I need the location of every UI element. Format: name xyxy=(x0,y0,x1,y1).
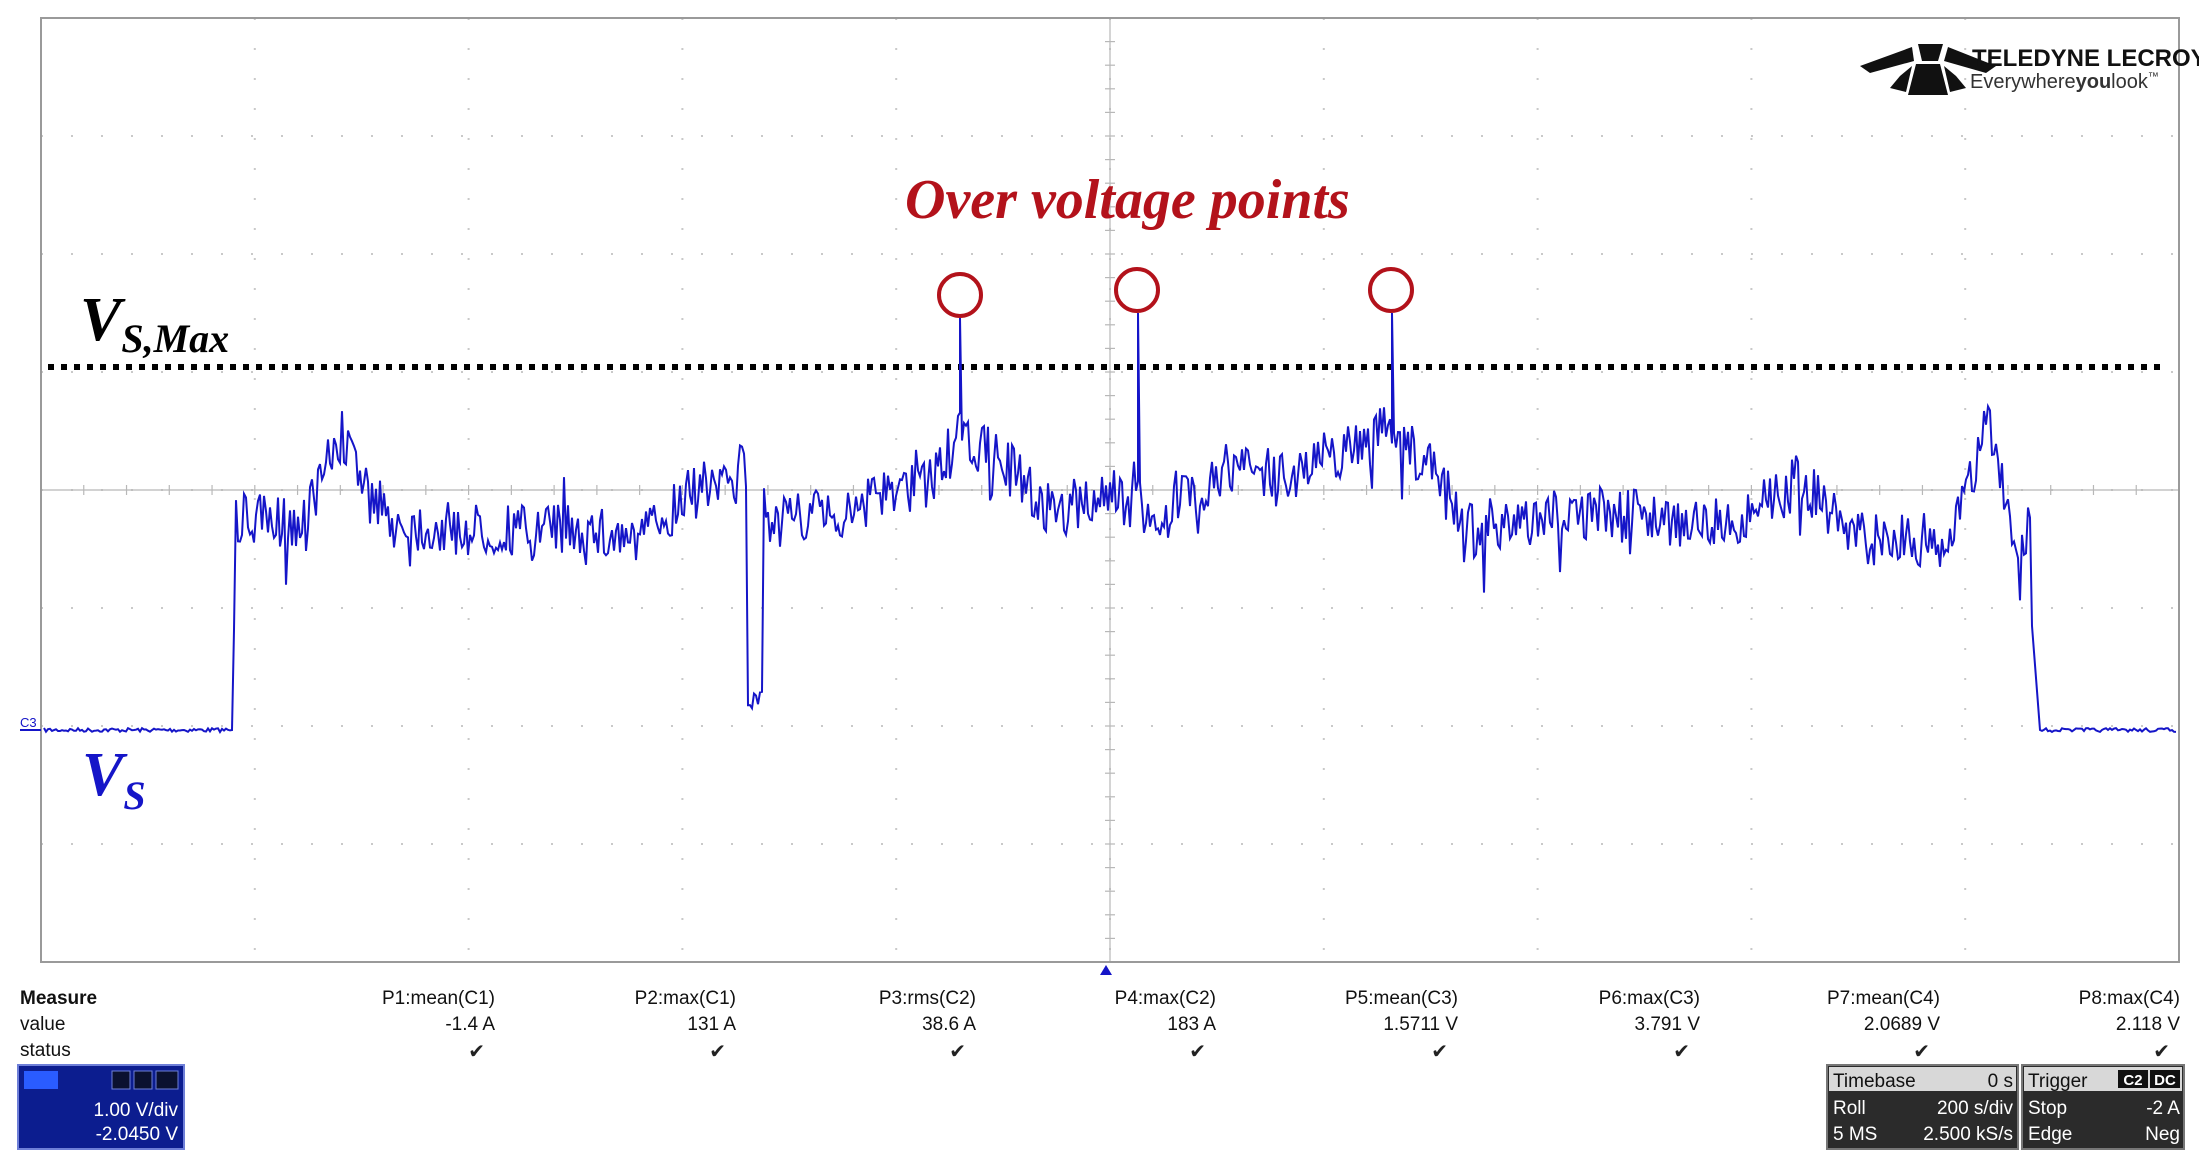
vs-main: V xyxy=(82,741,128,809)
measure-param-value: 3.791 V xyxy=(1635,1014,1701,1035)
timebase-descriptor[interactable]: Timebase 0 s Roll 200 s/div 5 MS 2.500 k… xyxy=(1826,1064,2019,1150)
over-voltage-markers xyxy=(937,267,1414,318)
measure-row-status-label: status xyxy=(20,1040,71,1061)
channel-offset: -2.0450 V xyxy=(96,1124,179,1145)
vs-max-sub: S,Max xyxy=(121,316,229,361)
measure-param-value: 2.0689 V xyxy=(1864,1014,1940,1035)
grid-border xyxy=(40,17,2180,963)
measure-status-check-icon: ✔ xyxy=(949,1039,966,1063)
trigger-type: Edge xyxy=(2028,1124,2072,1145)
vs-label: VS xyxy=(82,741,146,818)
measure-param-label: P5:mean(C3) xyxy=(1345,988,1458,1009)
measure-status-check-icon: ✔ xyxy=(1431,1039,1448,1063)
trigger-source-badge xyxy=(2118,1070,2148,1088)
measure-param-label: P8:max(C4) xyxy=(2079,988,2180,1009)
measure-param-label: P7:mean(C4) xyxy=(1827,988,1940,1009)
vs-max-main: V xyxy=(80,286,126,354)
logo-tagline: Everywhereyoulook™ xyxy=(1970,71,2159,93)
vs-max-label: VS,Max xyxy=(80,286,229,361)
trigger-position-marker-icon xyxy=(1100,965,1112,975)
measure-param-value: 131 A xyxy=(687,1014,736,1035)
measure-columns: P1:mean(C1) -1.4 A ✔ P2:max(C1) 131 A ✔ P3:rms… xyxy=(382,988,2180,1063)
over-voltage-circle xyxy=(1114,267,1160,313)
vs-sub: S xyxy=(123,773,145,818)
channel-marker-label: C3 xyxy=(20,715,37,730)
timebase-delay: 0 s xyxy=(1988,1071,2013,1092)
measure-param-value: 2.118 V xyxy=(2116,1014,2180,1035)
trigger-slope: Neg xyxy=(2145,1124,2180,1145)
svg-text:DC: DC xyxy=(2154,1072,2176,1089)
trigger-state: Stop xyxy=(2028,1098,2067,1119)
measure-param-label: P1:mean(C1) xyxy=(382,988,495,1009)
measure-param-label: P4:max(C2) xyxy=(1115,988,1216,1009)
channel-color-swatch xyxy=(24,1071,58,1089)
measure-status-check-icon: ✔ xyxy=(1673,1039,1690,1063)
measure-param-value: 38.6 A xyxy=(922,1014,976,1035)
trigger-coupling-badge xyxy=(2150,1070,2180,1088)
measure-heading: Measure xyxy=(20,988,97,1009)
teledyne-logo-icon xyxy=(1860,44,1996,95)
timebase-sample-rate: 2.500 kS/s xyxy=(1923,1124,2013,1145)
timebase-title: Timebase xyxy=(1833,1071,1916,1092)
timebase-mode: Roll xyxy=(1833,1098,1866,1119)
measure-param-label: P3:rms(C2) xyxy=(879,988,976,1009)
over-voltage-circle xyxy=(937,272,983,318)
trigger-title: Trigger xyxy=(2028,1071,2088,1092)
measure-status-check-icon: ✔ xyxy=(2153,1039,2170,1063)
timebase-memory: 5 MS xyxy=(1833,1124,1877,1145)
over-voltage-circle xyxy=(1368,267,1414,313)
measure-param-value: 183 A xyxy=(1167,1014,1216,1035)
trigger-level: -2 A xyxy=(2146,1098,2180,1119)
teledyne-lecroy-logo: TELEDYNE LECROY Everywhereyoulook™ xyxy=(1860,44,2199,95)
svg-text:C2: C2 xyxy=(2123,1072,2142,1089)
measure-table: Measure value status P1:mean(C1)-1.4 A✔P… xyxy=(20,988,2180,1063)
over-voltage-title: Over voltage points xyxy=(905,169,1350,231)
trigger-descriptor[interactable]: Trigger C2 DC Stop -2 A Edge Neg xyxy=(2021,1064,2185,1150)
measure-param-value: -1.4 A xyxy=(445,1014,495,1035)
measure-status-check-icon: ✔ xyxy=(709,1039,726,1063)
channel-flag-icon xyxy=(133,1070,153,1090)
logo-brand-text: TELEDYNE LECROY xyxy=(1972,45,2199,72)
measure-param-value: 1.5711 V xyxy=(1383,1014,1458,1035)
measure-status-check-icon: ✔ xyxy=(468,1039,485,1063)
timebase-time-div: 200 s/div xyxy=(1937,1098,2014,1119)
measure-status-check-icon: ✔ xyxy=(1913,1039,1930,1063)
c3-waveform-trace xyxy=(43,312,2177,734)
measure-param-label: P6:max(C3) xyxy=(1599,988,1700,1009)
channel-flag-icon xyxy=(155,1070,179,1090)
channel-scale: 1.00 V/div xyxy=(94,1100,179,1121)
measure-param-label: P2:max(C1) xyxy=(635,988,736,1009)
channel-flag-icon xyxy=(111,1070,131,1090)
measure-status-check-icon: ✔ xyxy=(1189,1039,1206,1063)
channel-c3-descriptor[interactable]: 1.00 V/div -2.0450 V xyxy=(17,1064,185,1150)
measure-row-value-label: value xyxy=(20,1014,65,1035)
